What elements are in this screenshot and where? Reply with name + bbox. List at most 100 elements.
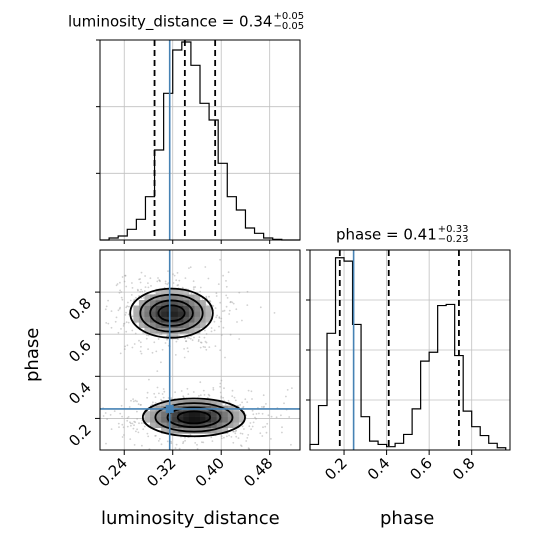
sample-point	[132, 400, 135, 403]
sample-point	[231, 301, 234, 304]
upper-error: +0.33	[437, 224, 469, 235]
density-cell	[155, 416, 162, 423]
sample-point	[212, 387, 215, 389]
sample-point	[182, 395, 185, 398]
density-cell	[155, 316, 162, 323]
density-cell	[194, 327, 201, 334]
sample-point	[240, 444, 242, 447]
sample-point	[219, 391, 222, 394]
x-tick-label: 0.6	[406, 454, 436, 484]
density-cell	[172, 294, 179, 301]
y-tick-label: 0.2	[65, 421, 95, 451]
sample-point	[172, 282, 175, 284]
density-cell	[200, 411, 206, 417]
density-cell	[188, 294, 195, 301]
sample-point	[290, 443, 292, 446]
sample-point	[205, 295, 208, 298]
sample-point	[110, 326, 113, 329]
sample-point	[224, 356, 226, 359]
sample-point	[118, 291, 121, 294]
sample-point	[214, 307, 217, 309]
sample-point	[204, 340, 207, 343]
sample-point	[133, 343, 136, 345]
x-tick-label: 0.2	[321, 454, 351, 484]
sample-point	[259, 306, 262, 309]
sample-point	[104, 308, 107, 311]
density-cell	[227, 422, 234, 429]
sample-point	[263, 405, 265, 408]
sample-point	[219, 382, 222, 385]
sample-point	[170, 440, 173, 443]
density-cell	[200, 322, 206, 329]
density-cell	[200, 422, 206, 429]
title-text: phase = 0.41	[336, 225, 437, 244]
sample-point	[138, 422, 140, 425]
sample-point	[194, 442, 197, 444]
sample-point	[134, 421, 137, 424]
density-cell	[172, 416, 179, 423]
density-cell	[150, 411, 156, 417]
sample-point	[215, 316, 218, 319]
sample-point	[230, 436, 233, 438]
sample-point	[124, 274, 126, 277]
sample-point	[184, 439, 187, 442]
density-cell	[155, 288, 162, 295]
sample-point	[210, 330, 213, 333]
sample-point	[117, 309, 120, 312]
sample-point	[125, 388, 128, 391]
sample-point	[223, 436, 225, 439]
sample-point	[248, 448, 251, 450]
sample-point	[192, 286, 195, 289]
density-cell	[200, 316, 206, 323]
sample-point	[139, 291, 142, 293]
sample-point	[150, 285, 152, 287]
density-cell	[188, 311, 195, 317]
sample-point	[160, 443, 163, 446]
sample-point	[212, 305, 215, 307]
sample-point	[262, 426, 264, 429]
sample-point	[119, 289, 121, 292]
sample-point	[130, 424, 132, 427]
sample-point	[123, 322, 126, 325]
density-cell	[183, 300, 190, 306]
sample-point	[138, 295, 140, 297]
sample-point	[145, 337, 148, 340]
sample-point	[208, 299, 211, 302]
sample-point	[181, 286, 184, 289]
density-cell	[194, 305, 201, 312]
sample-point	[131, 282, 133, 284]
sample-point	[186, 336, 189, 339]
sample-point	[159, 280, 161, 283]
sample-point	[146, 391, 149, 394]
sample-point	[158, 279, 161, 281]
sample-point	[140, 345, 142, 348]
sample-point	[129, 422, 132, 425]
sample-point	[291, 387, 293, 389]
sample-point	[119, 306, 121, 309]
sample-point	[158, 333, 161, 336]
sample-point	[241, 432, 244, 435]
sample-point	[120, 404, 123, 407]
sample-point	[164, 342, 167, 344]
density-cell	[211, 400, 217, 406]
sample-point	[140, 297, 143, 299]
sample-point	[198, 395, 200, 397]
sample-point	[127, 416, 130, 418]
sample-point	[247, 447, 250, 449]
sample-point	[208, 346, 211, 348]
sample-point	[139, 281, 142, 284]
sample-point	[220, 317, 223, 320]
sample-point	[182, 440, 185, 443]
sample-point	[225, 294, 228, 297]
contour-line	[154, 402, 234, 433]
sample-point	[238, 291, 241, 294]
sample-point	[153, 341, 156, 344]
sample-point	[242, 405, 245, 408]
sample-point	[241, 425, 244, 428]
sample-point	[129, 299, 132, 302]
density-cell	[227, 416, 234, 423]
sample-point	[251, 425, 254, 428]
density-cell	[150, 327, 156, 334]
sample-point	[131, 315, 134, 318]
sample-point	[106, 418, 108, 420]
